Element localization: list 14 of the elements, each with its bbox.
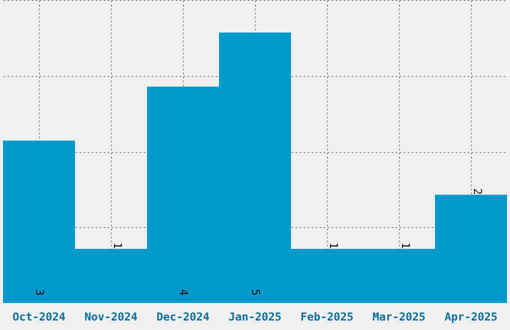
x-tick-label: Apr-2025 xyxy=(444,310,498,324)
data-label: 1 xyxy=(111,242,124,249)
data-label: 1 xyxy=(399,242,412,249)
x-tick-label: Nov-2024 xyxy=(84,310,138,324)
data-label: 1 xyxy=(327,242,340,249)
data-label: 4 xyxy=(177,289,190,296)
data-label: 3 xyxy=(33,289,46,296)
data-label: 5 xyxy=(249,289,262,296)
data-label: 2 xyxy=(471,188,484,195)
x-tick-label: Dec-2024 xyxy=(156,310,210,324)
x-tick-label: Mar-2025 xyxy=(372,310,426,324)
x-tick-label: Feb-2025 xyxy=(300,310,354,324)
x-tick-label: Jan-2025 xyxy=(228,310,282,324)
x-tick-label: Oct-2024 xyxy=(12,310,66,324)
